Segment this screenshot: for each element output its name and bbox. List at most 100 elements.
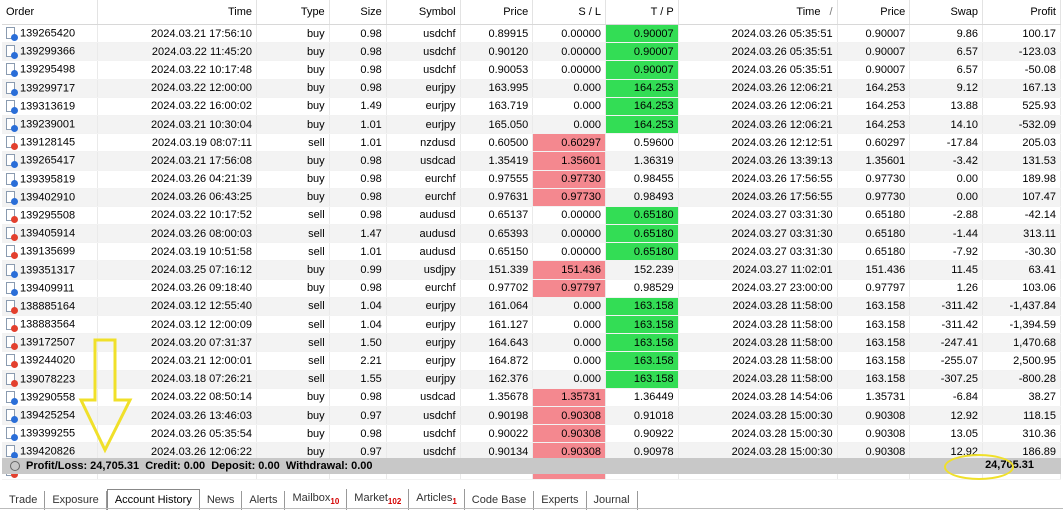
table-row[interactable]: 139425254 2024.03.26 13:46:03 buy 0.97 usdch… bbox=[2, 406, 1061, 426]
cell-close-time: 2024.03.26 05:35:51 bbox=[678, 60, 838, 80]
cell-open-time: 2024.03.12 12:00:09 bbox=[97, 315, 257, 335]
tab-market[interactable]: Market102 bbox=[347, 488, 410, 510]
buy-order-icon bbox=[6, 390, 18, 405]
col-header-close-price[interactable]: Price bbox=[837, 0, 911, 25]
table-row[interactable]: 139290558 2024.03.22 08:50:14 buy 0.98 usdca… bbox=[2, 388, 1061, 407]
cell-swap: -6.84 bbox=[909, 388, 983, 407]
tab-trade[interactable]: Trade bbox=[2, 491, 46, 510]
cell-open-time: 2024.03.22 12:00:00 bbox=[97, 79, 257, 98]
cell-order: 139290558 bbox=[2, 388, 99, 407]
cell-profit: 525.93 bbox=[982, 97, 1061, 116]
table-row[interactable]: 139295508 2024.03.22 10:17:52 sell 0.98 audu… bbox=[2, 206, 1061, 226]
cell-profit: -532.09 bbox=[982, 115, 1061, 135]
table-row[interactable]: 139313619 2024.03.22 16:00:02 buy 1.49 eurjp… bbox=[2, 97, 1061, 116]
cell-sl: 1.35731 bbox=[532, 388, 606, 407]
cell-sl: 0.00000 bbox=[532, 242, 606, 262]
cell-size: 0.99 bbox=[329, 260, 387, 280]
col-header-profit[interactable]: Profit bbox=[982, 0, 1061, 25]
cell-open-price: 0.60500 bbox=[460, 133, 534, 153]
cell-open-price: 163.719 bbox=[460, 97, 534, 116]
cell-open-time: 2024.03.21 12:00:01 bbox=[97, 351, 257, 371]
cell-open-time: 2024.03.26 04:21:39 bbox=[97, 170, 257, 189]
cell-sl: 0.00000 bbox=[532, 224, 606, 244]
cell-order: 139172507 bbox=[2, 333, 99, 353]
cell-order: 139299717 bbox=[2, 79, 99, 98]
table-row[interactable]: 139420826 2024.03.26 12:06:22 buy 0.97 usdch… bbox=[2, 442, 1061, 462]
table-row[interactable]: 139172507 2024.03.20 07:31:37 sell 1.50 eurj… bbox=[2, 333, 1061, 353]
table-row[interactable]: 139078223 2024.03.18 07:26:21 sell 1.55 eurj… bbox=[2, 370, 1061, 389]
terminal-tabs: Trade Exposure Account History News Alerts Ma… bbox=[2, 488, 638, 510]
order-number: 139395819 bbox=[20, 173, 76, 185]
cell-swap: -3.42 bbox=[909, 151, 983, 171]
cell-profit: 63.41 bbox=[982, 260, 1061, 280]
tab-mailbox[interactable]: Mailbox10 bbox=[285, 488, 348, 510]
cell-close-time: 2024.03.26 12:06:21 bbox=[678, 97, 838, 116]
table-row[interactable]: 139265417 2024.03.21 17:56:08 buy 0.98 usdca… bbox=[2, 151, 1061, 171]
cell-close-price: 0.97730 bbox=[837, 188, 911, 207]
tab-account-history[interactable]: Account History bbox=[106, 489, 200, 510]
table-row[interactable]: 139244020 2024.03.21 12:00:01 sell 2.21 eurj… bbox=[2, 351, 1061, 371]
cell-open-price: 163.995 bbox=[460, 79, 534, 98]
sell-order-icon bbox=[6, 318, 18, 333]
cell-open-price: 0.90053 bbox=[460, 60, 534, 80]
table-row[interactable]: 139351317 2024.03.25 07:16:12 buy 0.99 usdjp… bbox=[2, 260, 1061, 280]
col-header-symbol[interactable]: Symbol bbox=[386, 0, 461, 25]
col-header-close-time[interactable]: Time / bbox=[678, 0, 838, 25]
tab-label: Code Base bbox=[471, 494, 527, 506]
cell-symbol: eurjpy bbox=[386, 115, 461, 135]
cell-swap: 13.88 bbox=[909, 97, 983, 116]
cell-open-time: 2024.03.19 10:51:58 bbox=[97, 242, 257, 262]
col-header-type[interactable]: Type bbox=[256, 0, 330, 25]
tab-news[interactable]: News bbox=[200, 491, 243, 510]
buy-order-icon bbox=[6, 45, 18, 60]
cell-type: sell bbox=[256, 133, 330, 153]
cell-order: 139399255 bbox=[2, 424, 99, 444]
cell-close-time: 2024.03.27 03:31:30 bbox=[678, 224, 838, 244]
cell-open-time: 2024.03.19 08:07:11 bbox=[97, 133, 257, 153]
order-number: 139135699 bbox=[20, 245, 76, 258]
sell-order-icon bbox=[6, 354, 18, 369]
cell-swap: 14.10 bbox=[909, 115, 983, 135]
cell-sl: 0.000 bbox=[532, 97, 606, 116]
cell-open-price: 0.97555 bbox=[460, 170, 534, 189]
table-row[interactable]: 139239001 2024.03.21 10:30:04 buy 1.01 eurjp… bbox=[2, 115, 1061, 135]
tab-experts[interactable]: Experts bbox=[534, 491, 587, 510]
col-header-open-time[interactable]: Time bbox=[97, 0, 257, 25]
order-number: 139290558 bbox=[20, 391, 76, 404]
cell-open-price: 161.127 bbox=[460, 315, 534, 335]
col-header-size[interactable]: Size bbox=[329, 0, 387, 25]
col-header-sl[interactable]: S / L bbox=[532, 0, 606, 25]
table-row[interactable]: 139265420 2024.03.21 17:56:10 buy 0.98 usdch… bbox=[2, 24, 1061, 44]
table-row[interactable]: 139135699 2024.03.19 10:51:58 sell 1.01 audu… bbox=[2, 242, 1061, 262]
table-row[interactable]: 139409911 2024.03.26 09:18:40 buy 0.98 eurch… bbox=[2, 279, 1061, 298]
table-row[interactable]: 139402910 2024.03.26 06:43:25 buy 0.98 eurch… bbox=[2, 188, 1061, 207]
table-row[interactable]: 139299717 2024.03.22 12:00:00 buy 0.98 eurjp… bbox=[2, 79, 1061, 98]
col-header-order[interactable]: Order bbox=[2, 0, 99, 25]
table-row[interactable]: 139399255 2024.03.26 05:35:54 buy 0.98 usdch… bbox=[2, 424, 1061, 444]
cell-type: buy bbox=[256, 79, 330, 98]
cell-order: 139351317 bbox=[2, 260, 99, 280]
cell-size: 1.04 bbox=[329, 315, 387, 335]
table-row[interactable]: 139405914 2024.03.26 08:00:03 sell 1.47 audu… bbox=[2, 224, 1061, 244]
cell-order: 139425254 bbox=[2, 406, 99, 426]
col-header-tp[interactable]: T / P bbox=[605, 0, 679, 25]
cell-sl: 0.90308 bbox=[532, 424, 606, 444]
col-header-open-price[interactable]: Price bbox=[460, 0, 534, 25]
table-row[interactable]: 138883564 2024.03.12 12:00:09 sell 1.04 eurj… bbox=[2, 315, 1061, 335]
tab-alerts[interactable]: Alerts bbox=[242, 491, 286, 510]
table-row[interactable]: 139128145 2024.03.19 08:07:11 sell 1.01 nzdu… bbox=[2, 133, 1061, 153]
table-row[interactable]: 139295498 2024.03.22 10:17:48 buy 0.98 usdch… bbox=[2, 60, 1061, 80]
tab-articles[interactable]: Articles1 bbox=[409, 488, 465, 510]
tab-journal[interactable]: Journal bbox=[587, 491, 638, 510]
table-row[interactable]: 139299366 2024.03.22 11:45:20 buy 0.98 usdch… bbox=[2, 42, 1061, 62]
table-row[interactable]: 139395819 2024.03.26 04:21:39 buy 0.98 eurch… bbox=[2, 170, 1061, 189]
cell-order: 139244020 bbox=[2, 351, 99, 371]
col-header-swap[interactable]: Swap bbox=[909, 0, 983, 25]
table-row[interactable]: 138885164 2024.03.12 12:55:40 sell 1.04 eurj… bbox=[2, 297, 1061, 317]
tab-label: Experts bbox=[541, 494, 579, 506]
cell-close-price: 163.158 bbox=[837, 333, 911, 353]
tab-code-base[interactable]: Code Base bbox=[465, 491, 535, 510]
cell-open-time: 2024.03.12 12:55:40 bbox=[97, 297, 257, 317]
tab-exposure[interactable]: Exposure bbox=[45, 491, 107, 510]
cell-size: 1.50 bbox=[329, 333, 387, 353]
